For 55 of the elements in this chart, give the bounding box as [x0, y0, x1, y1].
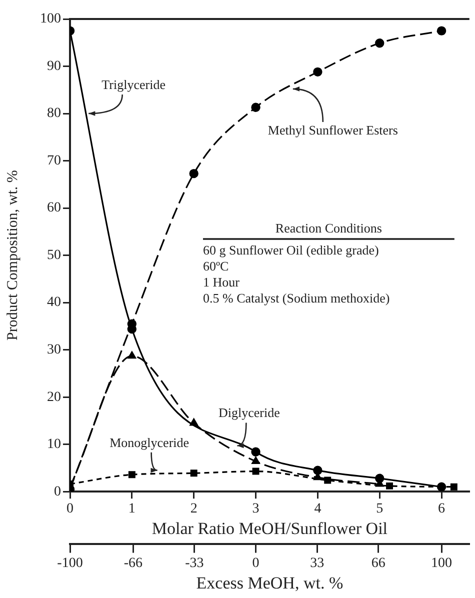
point	[386, 482, 394, 490]
x-tick-label: 4	[314, 502, 322, 517]
x2-tick-label: -33	[185, 556, 204, 571]
y-tick-label: 80	[47, 106, 61, 122]
point	[128, 471, 136, 478]
point	[375, 474, 384, 483]
x-tick-label: 2	[190, 502, 198, 517]
annotation: Reaction Conditions	[275, 220, 382, 236]
point	[436, 482, 446, 492]
point	[375, 38, 384, 48]
point	[190, 470, 198, 477]
point	[189, 168, 198, 178]
x2-tick-label: 66	[371, 556, 386, 571]
point	[313, 67, 322, 77]
x-tick-label: 0	[66, 502, 74, 517]
annotation: 60ºC	[203, 258, 229, 274]
x-axis-title: Molar Ratio MeOH/Sunflower Oil	[152, 519, 388, 538]
x-tick-label: 3	[252, 502, 260, 517]
y-tick-label: 50	[47, 248, 61, 263]
y-axis-title: Product Composition, wt. %	[4, 170, 21, 341]
annotation: 1 Hour	[203, 274, 240, 290]
x-tick-label: 6	[438, 502, 446, 517]
annotation: 0.5 % Catalyst (Sodium methoxide)	[203, 290, 390, 306]
annotation: Triglyceride	[102, 76, 166, 92]
x-tick-label: 5	[376, 502, 384, 517]
x-tick-label: 1	[128, 502, 136, 517]
y-tick-label: 0	[54, 484, 61, 500]
y-tick-label: 10	[47, 437, 61, 452]
x2-tick-label: 0	[252, 556, 260, 571]
point	[190, 418, 198, 426]
point	[252, 468, 260, 475]
x2-tick-label: 33	[310, 556, 324, 571]
annotation: Methyl Sunflower Esters	[268, 122, 398, 138]
y-tick-label: 100	[40, 12, 61, 27]
point	[436, 26, 446, 36]
y-tick-label: 40	[47, 295, 61, 310]
annotation: 60 g Sunflower Oil (edible grade)	[203, 242, 379, 258]
x2-tick-label: -100	[57, 556, 83, 571]
point	[252, 456, 260, 464]
point	[324, 476, 332, 484]
x2-tick-label: 100	[431, 556, 452, 571]
point	[128, 351, 136, 359]
annotation: Diglyceride	[218, 405, 280, 420]
annotation: Monoglyceride	[110, 434, 190, 450]
y-tick-label: 70	[47, 153, 61, 168]
point	[251, 102, 260, 112]
y-tick-label: 60	[47, 200, 61, 216]
point	[313, 466, 322, 475]
y-tick-label: 20	[47, 390, 61, 405]
point	[251, 447, 260, 456]
x2-tick-label: -66	[124, 556, 142, 571]
y-tick-label: 30	[47, 342, 61, 358]
point	[450, 483, 458, 490]
y-tick-label: 90	[47, 58, 61, 74]
x2-axis-title: Excess MeOH, wt. %	[196, 573, 344, 592]
